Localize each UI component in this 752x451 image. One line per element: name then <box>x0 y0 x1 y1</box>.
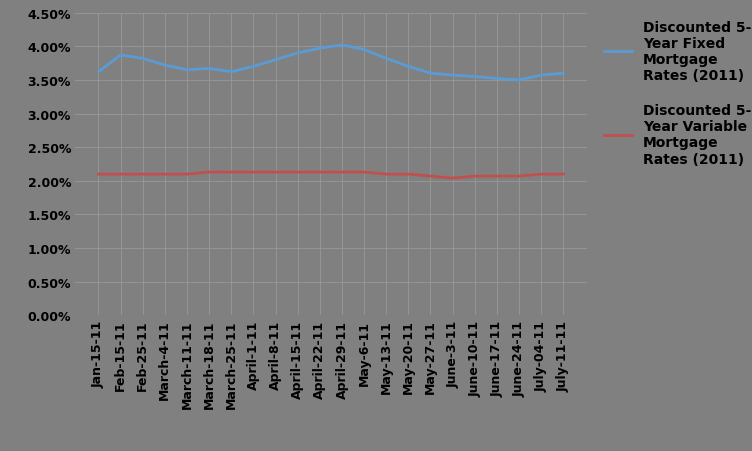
Legend: Discounted 5-
Year Fixed
Mortgage
Rates (2011), Discounted 5-
Year Variable
Mort: Discounted 5- Year Fixed Mortgage Rates … <box>604 20 751 166</box>
